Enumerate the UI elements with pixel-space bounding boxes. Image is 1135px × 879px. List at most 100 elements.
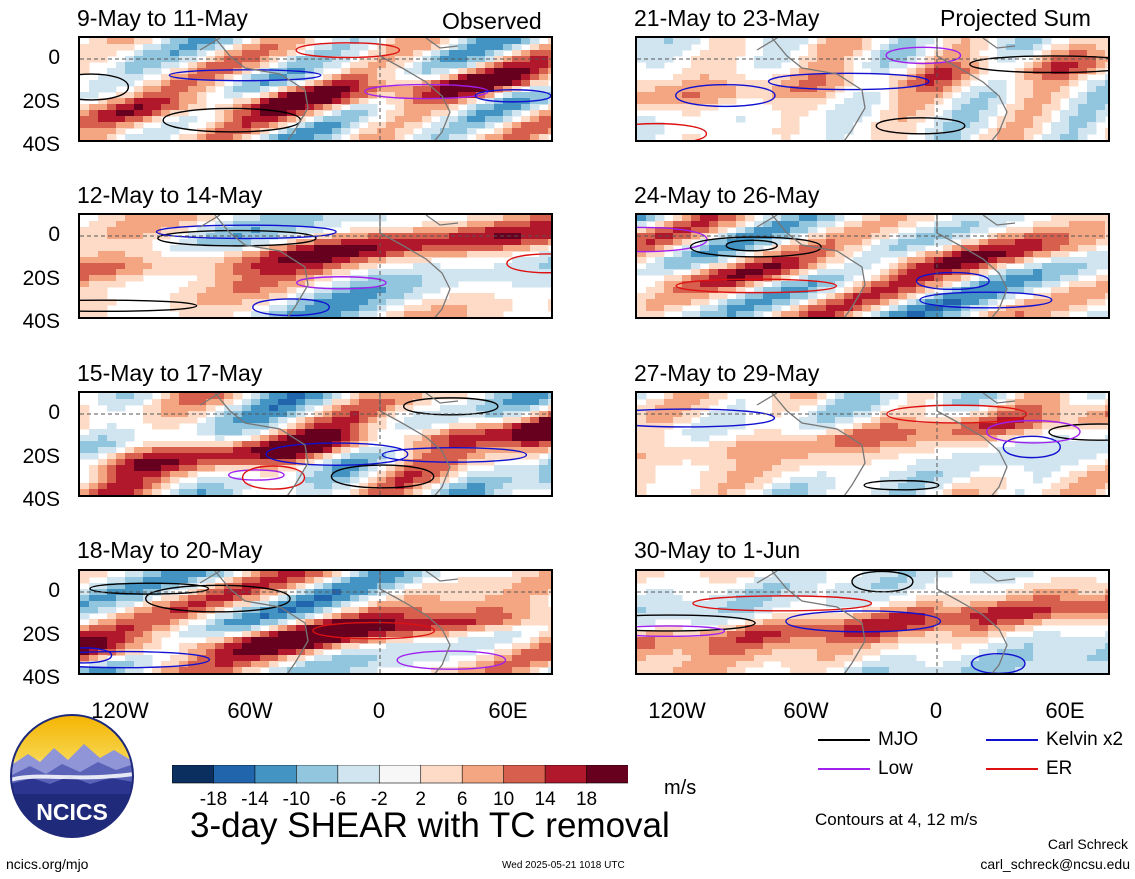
contour-line	[863, 479, 940, 491]
coastline	[199, 215, 459, 317]
y-tick-label: 40S	[22, 666, 60, 689]
contour-line	[228, 469, 285, 481]
coastline	[756, 393, 1016, 495]
y-tick-label: 20S	[22, 623, 60, 646]
y-tick-label: 20S	[22, 90, 60, 113]
y-tick-label: 20S	[22, 445, 60, 468]
contour-line	[637, 408, 776, 428]
footer-url[interactable]: ncics.org/mjo	[6, 856, 89, 872]
y-tick-label: 0	[48, 46, 60, 69]
legend-label-mjo: MJO	[878, 729, 919, 750]
panel-title-5: 21-May to 23-May	[634, 5, 820, 31]
y-tick-label: 0	[48, 401, 60, 424]
contour-line	[381, 446, 528, 463]
colorbar-unit: m/s	[664, 777, 697, 799]
contour-line	[312, 621, 436, 640]
contour-line	[675, 278, 838, 294]
contour-line	[252, 298, 330, 317]
observed-label: Observed	[442, 8, 542, 34]
logo-text: NCICS	[36, 799, 108, 825]
colorbar-tick-label: 6	[456, 789, 468, 810]
colorbar-tick-label: 18	[575, 789, 598, 810]
contour-line	[985, 419, 1081, 444]
map-panel-4	[78, 569, 553, 675]
colorbar-swatch	[213, 764, 256, 784]
panel-title-8: 30-May to 1-Jun	[634, 537, 801, 563]
legend-label-kelvin: Kelvin x2	[1046, 729, 1124, 750]
map-panel-2	[78, 213, 553, 319]
shear-field	[637, 215, 1108, 317]
contour-line	[155, 224, 337, 240]
colorbar	[171, 764, 629, 787]
contour-line	[886, 404, 1028, 424]
x-tick-label: 60E	[488, 698, 528, 723]
footer-timestamp: Wed 2025-05-21 1018 UTC	[502, 860, 625, 871]
contour-line	[637, 614, 756, 632]
contour-line	[89, 582, 210, 595]
colorbar-tick-label: -18	[199, 789, 228, 810]
map-panel-1	[78, 36, 553, 142]
colorbar-swatches	[171, 764, 629, 784]
ncics-logo[interactable]: NCICS	[10, 714, 134, 838]
figure-title: 3-day SHEAR with TC removal	[190, 806, 670, 845]
contour-line	[80, 299, 198, 313]
projected-label: Projected Sum	[940, 5, 1091, 31]
contour-line	[767, 72, 930, 91]
contour-line	[725, 239, 778, 252]
shear-field	[80, 393, 551, 495]
contour-line	[885, 46, 962, 65]
contour-line	[637, 122, 708, 140]
map-panel-5	[635, 36, 1110, 142]
x-tick-label: 120W	[91, 698, 149, 723]
colorbar-swatch	[461, 764, 505, 784]
contour-note: Contours at 4, 12 m/s	[815, 810, 978, 829]
shear-field	[637, 571, 1108, 673]
colorbar-tick-label: 14	[534, 789, 556, 810]
shear-field	[80, 215, 551, 317]
footer-email[interactable]: carl_schreck@ncsu.edu	[980, 856, 1130, 872]
contour-line	[689, 236, 822, 258]
colorbar-tick-label: 2	[415, 789, 426, 810]
panel-title-6: 24-May to 26-May	[634, 182, 820, 208]
x-tick-label: 60W	[227, 698, 273, 723]
map-panel-7	[635, 391, 1110, 497]
panel-title-4: 18-May to 20-May	[77, 537, 263, 563]
colorbar-tick-label: -14	[241, 789, 269, 810]
footer-author: Carl Schreck	[1047, 836, 1128, 852]
colorbar-swatch	[171, 764, 215, 784]
contour-line	[80, 647, 113, 664]
y-tick-label: 20S	[22, 267, 60, 290]
contour-line	[145, 584, 291, 613]
contour-line	[241, 465, 306, 490]
contour-line	[692, 595, 873, 612]
contour-line	[785, 610, 942, 633]
contour-line	[157, 229, 317, 247]
contour-line	[875, 117, 966, 135]
contour-line	[506, 253, 551, 274]
contour-line	[969, 55, 1108, 74]
y-tick-label: 0	[48, 579, 60, 602]
coastline	[756, 215, 1016, 317]
map-panel-6	[635, 213, 1110, 319]
contour-line	[80, 650, 211, 669]
colorbar-tick-label: 10	[493, 789, 515, 810]
coastline	[199, 38, 459, 140]
contour-line	[265, 442, 409, 466]
contour-line	[80, 73, 130, 101]
colorbar-tick-label: -6	[329, 789, 347, 810]
y-tick-label: 40S	[22, 310, 60, 333]
contour-line	[1002, 435, 1061, 459]
colorbar-swatch	[378, 764, 422, 784]
colorbar-swatch	[296, 764, 339, 784]
map-panel-8	[635, 569, 1110, 675]
panel-title-7: 27-May to 29-May	[634, 360, 820, 386]
contour-line	[396, 650, 507, 670]
contour-line	[970, 653, 1026, 673]
x-tick-label: 0	[929, 698, 943, 723]
shear-field	[637, 38, 1108, 140]
colorbar-swatch	[420, 764, 464, 784]
colorbar-tick-label: -2	[370, 789, 388, 810]
x-tick-label: 60E	[1045, 698, 1085, 723]
contour-line	[295, 42, 401, 59]
panel-title-2: 12-May to 14-May	[77, 182, 263, 208]
